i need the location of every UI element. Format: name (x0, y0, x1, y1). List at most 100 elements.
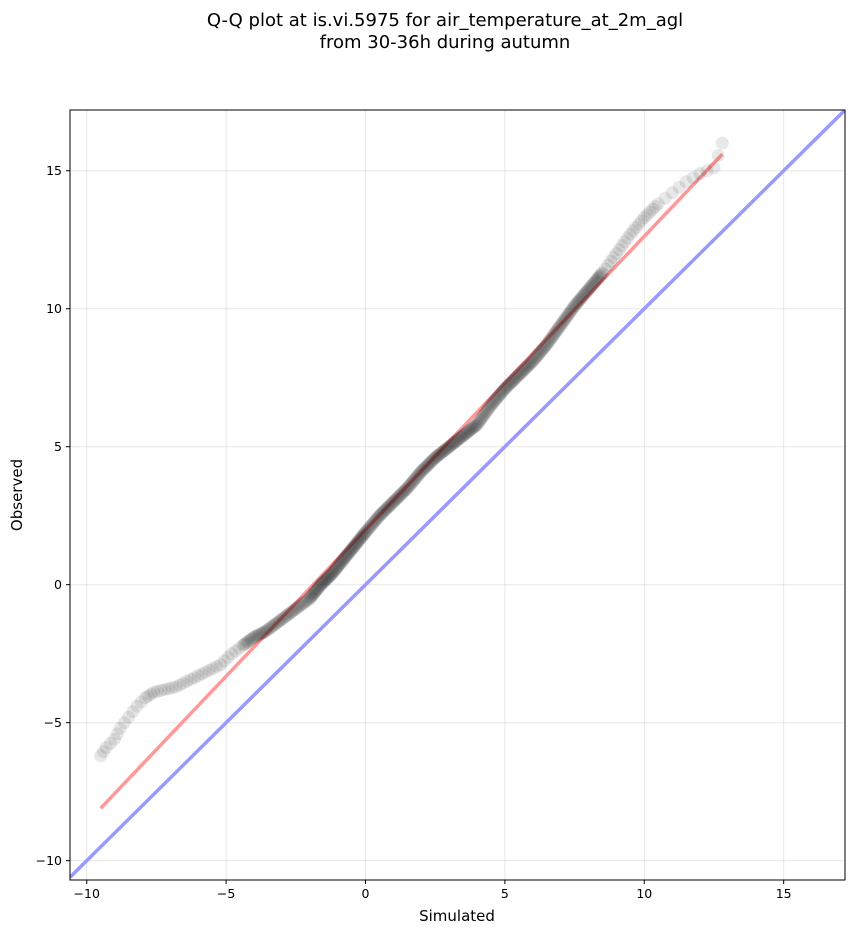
quantile-point (258, 625, 272, 639)
quantile-point (581, 284, 595, 298)
quantile-point (490, 391, 504, 405)
quantile-point (455, 429, 469, 443)
quantile-point (267, 618, 281, 632)
quantile-point (360, 523, 374, 537)
quantile-point (361, 522, 375, 536)
quantile-point (549, 325, 563, 339)
quantile-point (471, 416, 485, 430)
quantile-point (347, 540, 361, 554)
quantile-point (427, 452, 441, 466)
quantile-point (466, 421, 480, 435)
quantile-point (422, 457, 436, 471)
quantile-point (410, 469, 424, 483)
quantile-point (278, 610, 292, 624)
quantile-point (199, 665, 213, 679)
quantile-point (103, 736, 117, 750)
quantile-point (439, 442, 453, 456)
quantile-point (509, 371, 523, 385)
quantile-point (478, 407, 492, 421)
quantile-point (550, 324, 564, 338)
quantile-point (287, 603, 301, 617)
quantile-point (632, 217, 646, 231)
quantile-point (248, 629, 262, 643)
quantile-point (372, 509, 386, 523)
quantile-point (294, 598, 308, 612)
quantile-point (349, 537, 363, 551)
quantile-point (594, 267, 608, 281)
quantile-point (700, 164, 714, 178)
quantile-point (390, 491, 404, 505)
quantile-point (444, 438, 458, 452)
quantile-point (534, 345, 548, 359)
quantile-point (365, 517, 379, 531)
quantile-points (94, 136, 729, 763)
quantile-point (715, 136, 729, 150)
quantile-point (264, 620, 278, 634)
quantile-point (394, 487, 408, 501)
quantile-point (239, 636, 253, 650)
quantile-point (486, 396, 500, 410)
quantile-point (462, 424, 476, 438)
quantile-point (276, 611, 290, 625)
quantile-point (563, 306, 577, 320)
quantile-point (686, 171, 700, 185)
plot-frame (69, 109, 846, 881)
quantile-point (497, 383, 511, 397)
quantile-point (601, 258, 615, 272)
quantile-point (169, 680, 183, 694)
quantile-point (272, 614, 286, 628)
quantile-point (442, 440, 456, 454)
quantile-point (341, 547, 355, 561)
quantile-point (228, 644, 242, 658)
quantile-point (612, 243, 626, 257)
quantile-point (646, 202, 660, 216)
y-tick-label: 15 (46, 163, 62, 178)
quantile-point (130, 699, 144, 713)
quantile-point (416, 463, 430, 477)
quantile-point (293, 599, 307, 613)
quantile-point (138, 691, 152, 705)
quantile-point (621, 231, 635, 245)
quantile-point (99, 741, 113, 755)
quantile-point (257, 625, 271, 639)
quantile-point (424, 455, 438, 469)
quantile-point (542, 335, 556, 349)
quantile-point (546, 329, 560, 343)
quantile-point (414, 465, 428, 479)
quantile-point (552, 321, 566, 335)
quantile-point (479, 405, 493, 419)
x-tick-label: −5 (217, 886, 235, 901)
quantile-point (480, 404, 494, 418)
quantile-point (232, 641, 246, 655)
quantile-point (275, 612, 289, 626)
quantile-point (243, 633, 257, 647)
quantile-point (331, 560, 345, 574)
quantile-point (595, 266, 609, 280)
quantile-point (469, 418, 483, 432)
quantile-point (464, 422, 478, 436)
quantile-point (557, 314, 571, 328)
quantile-point (531, 348, 545, 362)
quantile-point (180, 674, 194, 688)
quantile-point (519, 361, 533, 375)
quantile-point (465, 422, 479, 436)
quantile-point (290, 601, 304, 615)
quantile-point (491, 390, 505, 404)
quantile-point (423, 456, 437, 470)
quantile-point (343, 544, 357, 558)
quantile-point (285, 605, 299, 619)
quantile-point (405, 475, 419, 489)
quantile-point (428, 451, 442, 465)
quantile-point (241, 634, 255, 648)
quantile-point (398, 483, 412, 497)
quantile-point (583, 281, 597, 295)
quantile-point (273, 613, 287, 627)
quantile-point (301, 593, 315, 607)
quantile-point (467, 420, 481, 434)
quantile-point (592, 269, 606, 283)
quantile-point (333, 557, 347, 571)
quantile-point (529, 351, 543, 365)
quantile-point (237, 637, 251, 651)
quantile-point (296, 597, 310, 611)
quantile-point (452, 432, 466, 446)
